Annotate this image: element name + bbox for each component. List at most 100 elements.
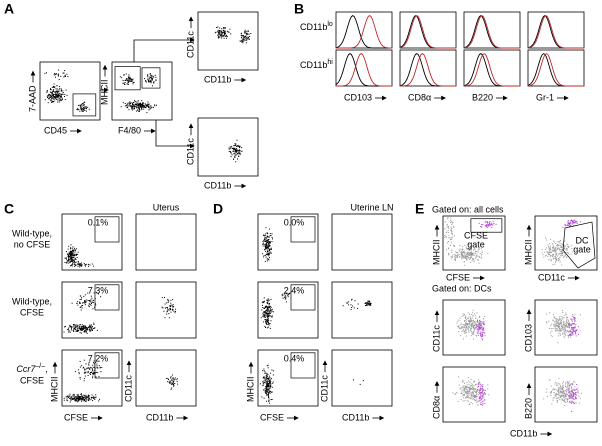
event-dot xyxy=(451,251,453,253)
event-dot xyxy=(150,106,152,108)
event-dot xyxy=(59,86,61,88)
event-dot xyxy=(75,249,77,251)
event-dot xyxy=(76,325,78,327)
event-dot xyxy=(268,306,270,308)
event-dot xyxy=(481,385,483,387)
event-dot xyxy=(471,260,473,262)
event-dot xyxy=(172,306,174,308)
event-dot xyxy=(552,247,554,249)
event-dot xyxy=(470,385,472,387)
event-dot xyxy=(454,393,456,395)
event-dot xyxy=(267,377,269,379)
event-dot xyxy=(76,397,78,399)
event-dot xyxy=(572,314,574,315)
event-dot xyxy=(465,328,467,330)
event-dot xyxy=(90,301,92,303)
event-dot xyxy=(134,100,136,102)
event-dot xyxy=(482,390,484,392)
event-dot xyxy=(572,330,574,332)
event-dot xyxy=(57,101,59,103)
event-dot xyxy=(561,320,563,321)
event-dot xyxy=(453,226,455,228)
event-dot xyxy=(568,320,569,322)
event-dot xyxy=(70,398,72,400)
plots: 7-AADCD45MHCIIF4/80CD11cCD11bCD11cCD11bC… xyxy=(12,11,598,438)
event-dot xyxy=(561,247,563,249)
event-dot xyxy=(472,385,474,387)
event-dot xyxy=(90,330,92,332)
event-dot xyxy=(174,312,176,314)
event-dot xyxy=(565,249,567,251)
event-dot xyxy=(131,79,133,81)
event-dot xyxy=(556,400,558,401)
event-dot xyxy=(54,93,56,95)
event-dot xyxy=(175,379,177,381)
event-dot xyxy=(473,396,475,398)
event-dot xyxy=(80,295,82,297)
event-dot xyxy=(489,223,491,225)
event-dot xyxy=(357,307,359,309)
row-label: CD11bhi xyxy=(300,59,333,70)
event-dot xyxy=(475,255,477,257)
event-dot xyxy=(247,33,249,35)
event-dot xyxy=(463,328,464,330)
event-dot xyxy=(472,386,474,388)
event-dot xyxy=(84,327,86,329)
event-dot xyxy=(469,258,471,259)
event-dot xyxy=(556,392,558,394)
event-dot xyxy=(558,260,560,262)
event-dot xyxy=(243,39,245,41)
event-dot xyxy=(557,327,559,329)
event-dot xyxy=(173,378,175,380)
event-dot xyxy=(461,252,463,254)
event-dot xyxy=(270,299,272,300)
event-dot xyxy=(84,368,86,370)
event-dot xyxy=(549,247,551,249)
event-dot xyxy=(218,37,220,39)
event-dot xyxy=(471,253,473,254)
event-dot xyxy=(245,39,247,41)
event-dot xyxy=(79,104,81,106)
event-dot xyxy=(564,400,566,402)
event-dot xyxy=(480,394,481,396)
event-dot xyxy=(73,259,75,261)
event-dot xyxy=(66,260,68,262)
gate xyxy=(114,66,141,91)
event-dot xyxy=(263,376,265,378)
event-dot xyxy=(561,398,563,400)
event-dot xyxy=(81,396,83,398)
event-dot xyxy=(451,232,453,234)
event-dot xyxy=(570,220,571,222)
event-dot xyxy=(89,326,91,328)
event-dot xyxy=(571,387,573,389)
event-dot xyxy=(544,251,546,253)
event-dot xyxy=(167,299,169,301)
histogram-stain xyxy=(463,53,520,87)
event-dot xyxy=(265,254,267,255)
event-dot xyxy=(463,389,465,391)
event-dot xyxy=(561,252,563,254)
event-dot xyxy=(75,325,77,327)
event-dot xyxy=(269,228,270,230)
gate xyxy=(94,352,120,379)
event-dot xyxy=(145,80,146,82)
event-dot xyxy=(268,394,269,395)
event-dot xyxy=(562,318,564,320)
event-dot xyxy=(58,101,60,103)
event-dot xyxy=(550,252,552,253)
event-dot xyxy=(90,295,92,297)
event-dot xyxy=(81,324,83,326)
event-dot xyxy=(463,394,465,396)
event-dot xyxy=(557,342,559,344)
event-dot xyxy=(470,314,472,315)
event-dot xyxy=(77,104,79,106)
event-dot xyxy=(161,297,163,299)
event-dot xyxy=(268,237,270,238)
event-dot xyxy=(263,256,265,258)
event-dot xyxy=(368,302,369,304)
event-dot xyxy=(478,396,480,398)
event-dot xyxy=(562,332,564,334)
event-dot xyxy=(285,295,287,297)
event-dot xyxy=(70,328,72,330)
event-dot xyxy=(474,399,475,401)
